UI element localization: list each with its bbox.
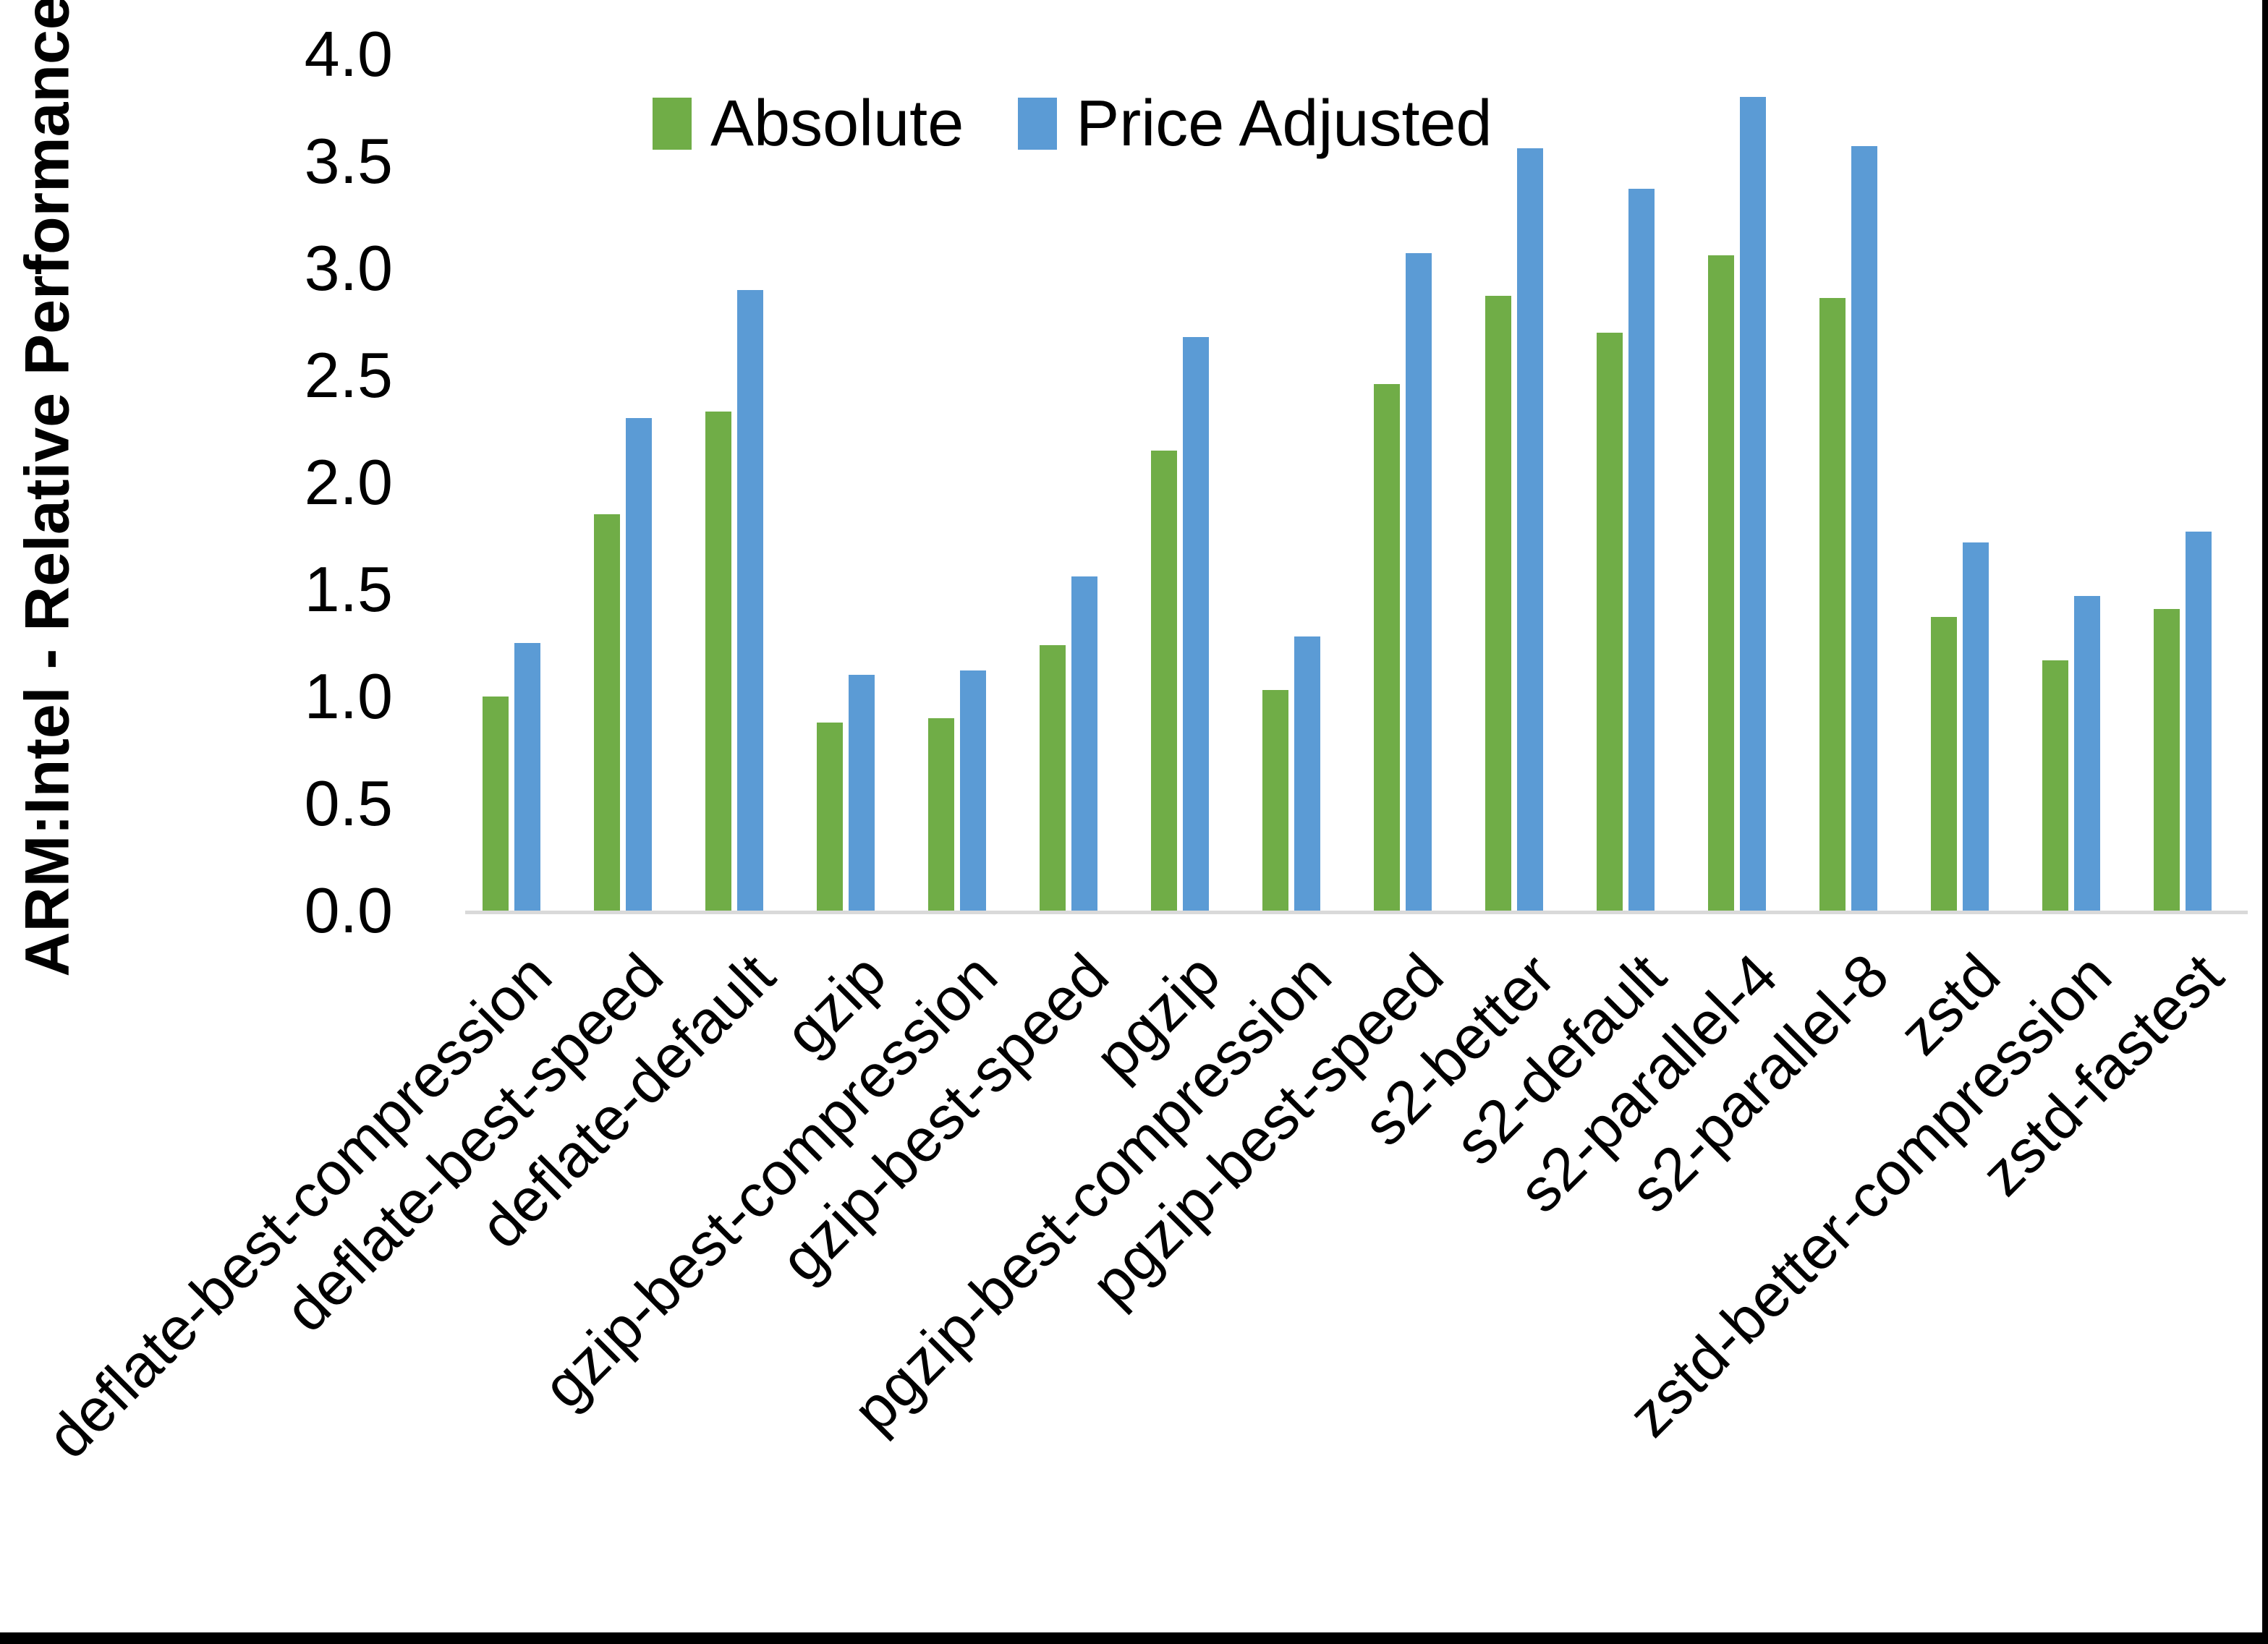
bar-price-adjusted-deflate-default bbox=[737, 290, 763, 911]
bar-price-adjusted-zstd bbox=[1963, 542, 1989, 911]
legend-label-absolute: Absolute bbox=[710, 88, 964, 160]
y-tick-label-1.0: 1.0 bbox=[304, 660, 393, 732]
bar-absolute-deflate-default bbox=[705, 412, 731, 911]
bar-price-adjusted-zstd-fastest bbox=[2186, 532, 2212, 911]
bar-absolute-pgzip bbox=[1151, 451, 1177, 911]
bar-price-adjusted-pgzip-best-compression bbox=[1294, 636, 1320, 911]
bar-absolute-zstd-better-compression bbox=[2042, 660, 2068, 911]
bar-price-adjusted-deflate-best-compression bbox=[514, 643, 540, 911]
bar-absolute-deflate-best-compression bbox=[483, 697, 509, 911]
legend: Absolute Price Adjusted bbox=[653, 91, 1492, 156]
bar-absolute-gzip-best-compression bbox=[928, 718, 954, 911]
bar-price-adjusted-pgzip-best-speed bbox=[1406, 253, 1432, 911]
bar-price-adjusted-s2-better bbox=[1517, 148, 1543, 911]
y-tick-label-3.0: 3.0 bbox=[304, 232, 393, 304]
x-axis-line bbox=[465, 911, 2248, 914]
bar-absolute-deflate-best-speed bbox=[594, 514, 620, 911]
bar-price-adjusted-gzip bbox=[849, 675, 875, 911]
bar-absolute-zstd-fastest bbox=[2154, 609, 2180, 911]
bar-price-adjusted-gzip-best-compression bbox=[960, 670, 986, 911]
bar-price-adjusted-pgzip bbox=[1183, 337, 1209, 911]
y-tick-label-3.5: 3.5 bbox=[304, 125, 393, 197]
bar-absolute-s2-parallel-8 bbox=[1819, 298, 1846, 911]
y-tick-label-2.5: 2.5 bbox=[304, 339, 393, 411]
y-tick-label-2.0: 2.0 bbox=[304, 446, 393, 518]
bar-absolute-s2-better bbox=[1485, 296, 1511, 911]
bar-price-adjusted-deflate-best-speed bbox=[626, 418, 652, 911]
legend-swatch-price-adjusted bbox=[1018, 98, 1058, 150]
bar-absolute-gzip bbox=[817, 723, 843, 911]
bar-absolute-s2-default bbox=[1597, 333, 1623, 911]
legend-item-price-adjusted: Price Adjusted bbox=[1018, 91, 1492, 156]
y-tick-label-0.0: 0.0 bbox=[304, 874, 393, 946]
legend-swatch-absolute bbox=[653, 98, 692, 150]
bar-absolute-zstd bbox=[1931, 617, 1957, 911]
bar-absolute-pgzip-best-compression bbox=[1262, 690, 1288, 911]
y-tick-label-0.5: 0.5 bbox=[304, 767, 393, 839]
bar-price-adjusted-zstd-better-compression bbox=[2074, 596, 2100, 911]
bar-price-adjusted-s2-parallel-4 bbox=[1740, 97, 1766, 911]
y-axis-title: ARM:Intel - Relative Performance bbox=[12, 0, 82, 977]
bar-price-adjusted-s2-default bbox=[1628, 189, 1655, 911]
legend-label-price-adjusted: Price Adjusted bbox=[1076, 88, 1492, 160]
legend-item-absolute: Absolute bbox=[653, 91, 964, 156]
y-tick-label-1.5: 1.5 bbox=[304, 553, 393, 625]
y-tick-label-4.0: 4.0 bbox=[304, 18, 393, 90]
bar-absolute-pgzip-best-speed bbox=[1374, 384, 1400, 911]
bar-absolute-s2-parallel-4 bbox=[1708, 255, 1734, 911]
bar-price-adjusted-gzip-best-speed bbox=[1071, 576, 1097, 911]
bar-price-adjusted-s2-parallel-8 bbox=[1851, 146, 1877, 911]
bar-absolute-gzip-best-speed bbox=[1040, 645, 1066, 911]
